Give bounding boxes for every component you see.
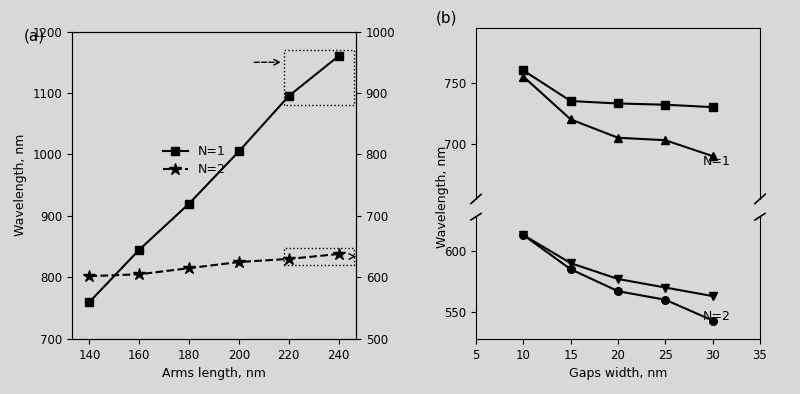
Text: (a): (a) (24, 28, 45, 43)
Text: N=1: N=1 (703, 155, 731, 168)
Text: Wavelength, nm: Wavelength, nm (436, 146, 449, 248)
X-axis label: Gaps width, nm: Gaps width, nm (569, 367, 667, 380)
Legend: N=1, N=2: N=1, N=2 (158, 140, 230, 181)
Y-axis label: Wavelength, nm: Wavelength, nm (14, 134, 27, 236)
Text: (b): (b) (436, 11, 458, 26)
X-axis label: Arms length, nm: Arms length, nm (162, 367, 266, 380)
Text: N=2: N=2 (703, 310, 731, 323)
